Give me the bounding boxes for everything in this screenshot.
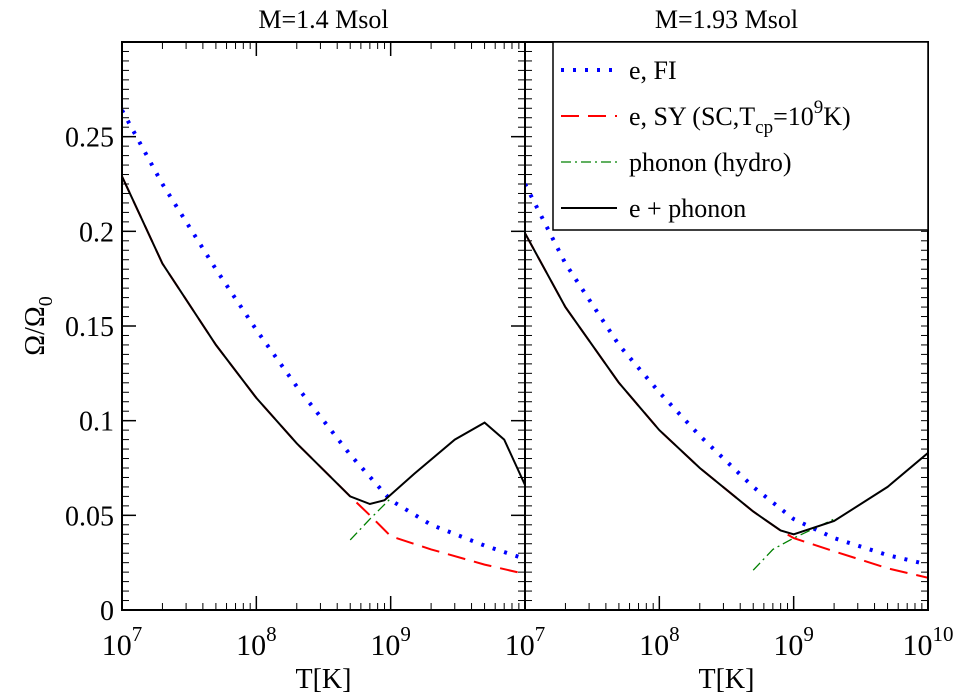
x-tick-exponent: 7 <box>132 622 143 646</box>
x-tick-base: 10 <box>370 629 400 662</box>
x-axis-label: T[K] <box>699 664 755 695</box>
x-tick-exponent: 9 <box>400 622 411 646</box>
legend-label: phonon (hydro) <box>629 148 791 177</box>
x-tick-label: 109 <box>370 622 411 662</box>
series-line <box>525 232 928 579</box>
x-tick-base: 10 <box>505 629 535 662</box>
series-line <box>122 175 525 575</box>
y-tick-label: 0.15 <box>65 312 114 343</box>
legend-label: e, FI <box>629 56 677 85</box>
y-label-main: Ω/Ω <box>20 306 51 355</box>
x-tick-exponent: 7 <box>535 622 546 646</box>
x-tick-base: 10 <box>236 629 266 662</box>
legend-label-part: =10 <box>773 102 814 131</box>
legend-label: e + phonon <box>629 194 746 223</box>
legend-label-part: e, SY (SC,T <box>629 102 755 131</box>
y-tick-label: 0.05 <box>65 501 114 532</box>
x-tick-exponent: 10 <box>933 622 954 646</box>
legend-box <box>552 41 929 231</box>
series-line <box>122 109 525 561</box>
series-line <box>525 232 928 536</box>
y-tick-label: 0 <box>100 596 114 627</box>
y-tick-label: 0.2 <box>79 217 114 248</box>
x-tick-label: 1010 <box>903 622 954 662</box>
x-tick-label: 108 <box>639 622 680 662</box>
x-tick-label: 108 <box>236 622 277 662</box>
series-line <box>349 497 392 541</box>
series-line <box>122 175 525 506</box>
legend-label-part: 9 <box>814 97 824 118</box>
y-label-sub: 0 <box>35 296 57 306</box>
legend-label-part: K) <box>823 102 850 131</box>
plot-frame <box>121 41 526 611</box>
x-tick-base: 10 <box>102 629 132 662</box>
y-tick-label: 0.25 <box>65 123 114 154</box>
legend-label-part: cp <box>755 117 773 138</box>
y-tick-label: 0.1 <box>79 407 114 438</box>
x-tick-base: 10 <box>639 629 669 662</box>
x-axis-label: T[K] <box>296 664 352 695</box>
y-axis-label: Ω/Ω0 <box>20 296 57 355</box>
x-tick-base: 10 <box>903 629 933 662</box>
x-tick-exponent: 9 <box>803 622 814 646</box>
x-tick-base: 10 <box>773 629 803 662</box>
series-line <box>525 183 928 567</box>
series-line <box>752 518 835 571</box>
x-tick-label: 107 <box>505 622 546 662</box>
chart-title: M=1.93 Msol <box>655 5 798 34</box>
x-tick-exponent: 8 <box>266 622 277 646</box>
x-tick-label: 107 <box>102 622 143 662</box>
x-tick-label: 109 <box>773 622 814 662</box>
chart-title: M=1.4 Msol <box>258 5 388 34</box>
legend-label: e, SY (SC,Tcp=109K) <box>629 97 851 138</box>
x-tick-exponent: 8 <box>669 622 680 646</box>
